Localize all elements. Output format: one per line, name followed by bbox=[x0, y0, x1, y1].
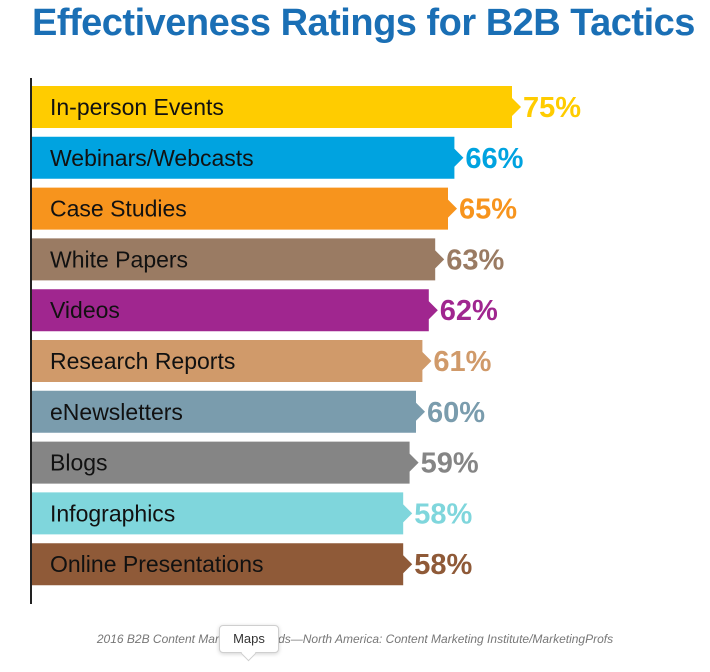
bar-label-infographics: Infographics bbox=[50, 500, 175, 526]
value-label-blogs: 59% bbox=[421, 448, 479, 480]
value-label-infographics: 58% bbox=[414, 498, 472, 530]
bar-case-studies bbox=[32, 187, 457, 230]
bar-blogs bbox=[32, 441, 419, 484]
bar-enewsletters bbox=[32, 390, 425, 433]
bar-videos bbox=[32, 289, 438, 332]
chart-title: Effectiveness Ratings for B2B Tactics bbox=[32, 2, 695, 44]
value-label-videos: 62% bbox=[440, 295, 498, 327]
bar-label-research-reports: Research Reports bbox=[50, 348, 235, 374]
bar-label-case-studies: Case Studies bbox=[50, 196, 187, 222]
value-label-case-studies: 65% bbox=[459, 194, 517, 226]
bar-in-person-events bbox=[32, 86, 521, 128]
bar-label-videos: Videos bbox=[50, 297, 120, 323]
bar-infographics bbox=[32, 492, 413, 535]
bar-webinars-webcasts bbox=[32, 136, 464, 179]
value-label-enewsletters: 60% bbox=[427, 397, 485, 429]
value-label-white-papers: 63% bbox=[446, 244, 504, 276]
maps-tooltip: Maps bbox=[219, 625, 279, 653]
source-caption: 2016 B2B Content Marketing Trends—North … bbox=[96, 632, 614, 646]
value-label-webinars-webcasts: 66% bbox=[465, 143, 523, 175]
bar-label-blogs: Blogs bbox=[50, 450, 108, 476]
value-label-in-person-events: 75% bbox=[523, 92, 581, 124]
value-label-research-reports: 61% bbox=[433, 346, 491, 378]
bar-label-webinars-webcasts: Webinars/Webcasts bbox=[50, 145, 254, 171]
bar-label-in-person-events: In-person Events bbox=[50, 94, 224, 120]
axis-line bbox=[30, 78, 32, 604]
bar-label-online-presentations: Online Presentations bbox=[50, 551, 264, 577]
bar-research-reports bbox=[32, 340, 432, 382]
bar-label-enewsletters: eNewsletters bbox=[50, 399, 183, 425]
value-label-online-presentations: 58% bbox=[414, 549, 472, 581]
bar-white-papers bbox=[32, 238, 445, 281]
bar-label-white-papers: White Papers bbox=[50, 246, 188, 272]
bar-online-presentations bbox=[32, 543, 413, 586]
